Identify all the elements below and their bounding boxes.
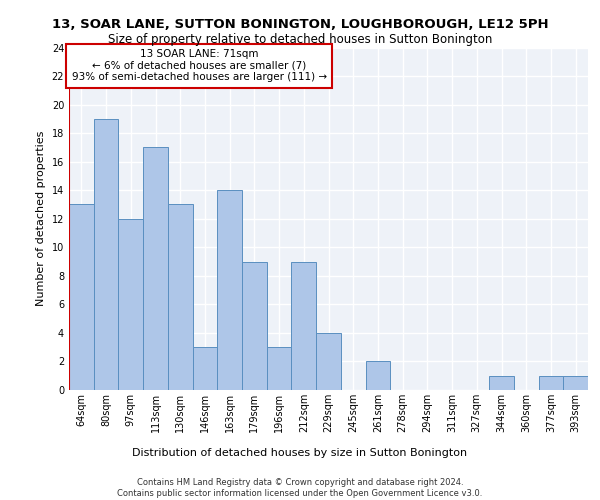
Bar xyxy=(94,119,118,390)
Bar xyxy=(118,219,143,390)
Bar xyxy=(193,347,217,390)
Text: Contains HM Land Registry data © Crown copyright and database right 2024.
Contai: Contains HM Land Registry data © Crown c… xyxy=(118,478,482,498)
Bar xyxy=(217,190,242,390)
Bar xyxy=(489,376,514,390)
Text: 13 SOAR LANE: 71sqm
← 6% of detached houses are smaller (7)
93% of semi-detached: 13 SOAR LANE: 71sqm ← 6% of detached hou… xyxy=(71,49,327,82)
Bar xyxy=(539,376,563,390)
Bar xyxy=(292,262,316,390)
Bar xyxy=(242,262,267,390)
Text: Distribution of detached houses by size in Sutton Bonington: Distribution of detached houses by size … xyxy=(133,448,467,458)
Text: Size of property relative to detached houses in Sutton Bonington: Size of property relative to detached ho… xyxy=(108,32,492,46)
Y-axis label: Number of detached properties: Number of detached properties xyxy=(36,131,46,306)
Bar xyxy=(143,148,168,390)
Text: 13, SOAR LANE, SUTTON BONINGTON, LOUGHBOROUGH, LE12 5PH: 13, SOAR LANE, SUTTON BONINGTON, LOUGHBO… xyxy=(52,18,548,30)
Bar xyxy=(316,333,341,390)
Bar xyxy=(365,362,390,390)
Bar xyxy=(563,376,588,390)
Bar xyxy=(267,347,292,390)
Bar xyxy=(69,204,94,390)
Bar xyxy=(168,204,193,390)
